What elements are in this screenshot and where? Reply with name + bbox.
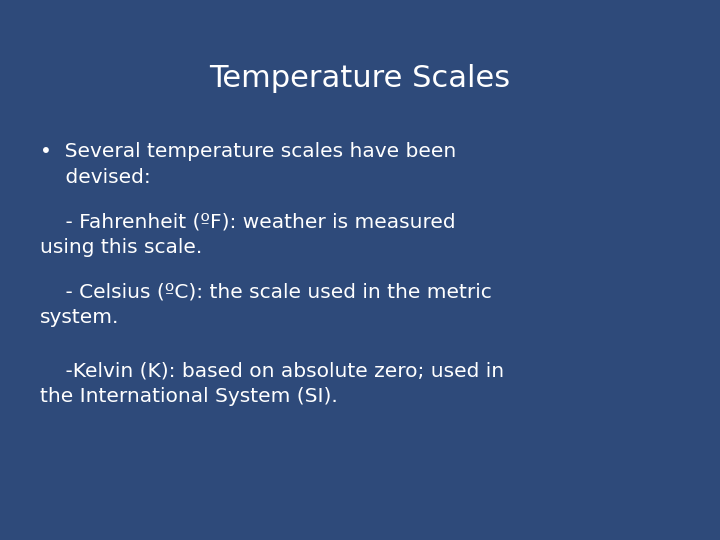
Text: - Celsius (ºC): the scale used in the metric
system.: - Celsius (ºC): the scale used in the me… (40, 283, 491, 327)
Text: - Fahrenheit (ºF): weather is measured
using this scale.: - Fahrenheit (ºF): weather is measured u… (40, 213, 455, 257)
Text: •  Several temperature scales have been
    devised:: • Several temperature scales have been d… (40, 143, 456, 187)
Text: -Kelvin (K): based on absolute zero; used in
the International System (SI).: -Kelvin (K): based on absolute zero; use… (40, 361, 504, 406)
Text: Temperature Scales: Temperature Scales (210, 64, 510, 93)
